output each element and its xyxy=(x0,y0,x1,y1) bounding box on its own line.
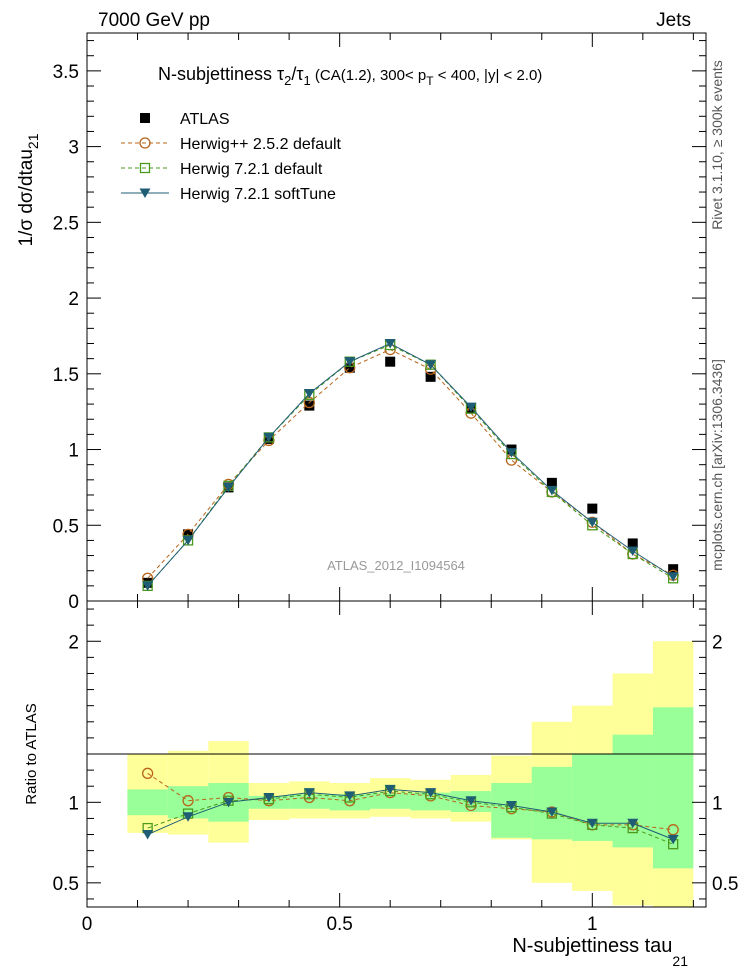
ratio-ytick-label: 2 xyxy=(68,632,79,653)
ratio-point-herwigpp xyxy=(141,767,154,779)
header-right: Jets xyxy=(656,10,691,31)
main-point-atlas xyxy=(344,362,355,373)
ratio-point-softtune xyxy=(182,812,194,822)
legend-label-herwig721: Herwig 7.2.1 default xyxy=(180,161,323,178)
ratio-xtick-label: 0.5 xyxy=(326,914,352,935)
ratio-point-softtune xyxy=(505,801,517,811)
main-ytick-label: 0 xyxy=(68,592,79,613)
ratio-point-herwigpp xyxy=(182,795,194,807)
ratio-point-softtune xyxy=(142,830,154,840)
header-left: 7000 GeV pp xyxy=(98,10,210,31)
main-ytick-label: 3 xyxy=(68,138,79,159)
main-point-softtune xyxy=(303,388,315,399)
legend-marker-softtune xyxy=(139,188,151,198)
legend: ATLAS Herwig++ 2.5.2 default Herwig 7.2.1 … xyxy=(121,111,342,203)
main-point-softtune xyxy=(142,581,154,591)
main-ytick-label: 1 xyxy=(68,441,79,462)
ratio-ytick-label: 0.5 xyxy=(53,874,79,895)
ratio-point-softtune xyxy=(465,796,477,806)
ratio-series-group xyxy=(141,767,679,850)
rivet-label: Rivet 3.1.10, ≥ 300k events xyxy=(709,60,725,230)
ratio-line-softtune xyxy=(147,788,674,840)
ratio-point-softtune xyxy=(344,791,356,801)
ratio-point-softtune xyxy=(222,797,234,808)
ratio-xtick-label: 1 xyxy=(587,914,598,935)
main-ylabel: 1/σ dσ/dtau21 xyxy=(16,133,41,246)
ratio-point-softtune xyxy=(384,784,396,795)
main-point-softtune xyxy=(425,360,437,370)
ratio-line-herwig721 xyxy=(147,790,674,845)
ratio-ticks: 0.5 0.51 12 20 0.5 1 xyxy=(53,608,738,935)
ratio-point-softtune xyxy=(627,818,639,829)
main-line-softtune xyxy=(147,342,674,587)
main-point-softtune xyxy=(182,535,194,546)
ratio-xlabel: N-subjettiness tau21 xyxy=(512,935,688,969)
ratio-band-inner xyxy=(369,792,411,809)
main-point-atlas xyxy=(668,564,679,575)
main-ytick-label: 2 xyxy=(68,289,79,310)
legend-label-atlas: ATLAS xyxy=(180,111,230,128)
main-point-atlas xyxy=(546,477,557,488)
main-point-softtune xyxy=(667,572,679,582)
legend-marker-herwig721 xyxy=(139,162,151,174)
main-ticks: 0 0.5 1 1.5 2 2.5 3 3.5 xyxy=(53,33,706,907)
ratio-ytick-label: 1 xyxy=(68,793,79,814)
main-point-softtune xyxy=(344,357,356,367)
main-point-softtune xyxy=(263,432,275,443)
main-line-herwigpp xyxy=(147,349,674,579)
main-point-softtune xyxy=(505,448,517,458)
main-title: N-subjettiness τ2/τ1 (CA(1.2), 300< pT <… xyxy=(158,64,542,88)
main-point-atlas xyxy=(304,400,315,411)
mcplots-label: mcplots.cern.ch [arXiv:1306.3436] xyxy=(709,359,725,571)
ratio-band-inner xyxy=(127,789,168,816)
main-point-atlas xyxy=(587,503,598,514)
main-point-softtune xyxy=(627,546,639,557)
main-point-atlas xyxy=(385,356,396,367)
ratio-xtick-label: 0 xyxy=(82,914,93,935)
ratio-ytick-label-right: 0.5 xyxy=(712,874,738,895)
ratio-ytick-label-right: 2 xyxy=(712,632,723,653)
legend-marker-atlas xyxy=(140,113,150,123)
ratio-point-softtune xyxy=(425,788,437,798)
main-series-group xyxy=(141,339,679,592)
ratio-band-inner xyxy=(531,766,573,840)
ratio-point-softtune xyxy=(667,834,679,845)
ratio-line-herwigpp xyxy=(147,772,674,831)
main-ytick-label: 0.5 xyxy=(53,516,79,537)
main-ytick-label: 2.5 xyxy=(53,213,79,234)
main-ytick-label: 3.5 xyxy=(53,62,79,83)
ratio-point-softtune xyxy=(546,807,558,817)
main-point-softtune xyxy=(546,485,558,496)
legend-label-herwigpp: Herwig++ 2.5.2 default xyxy=(180,136,342,153)
ratio-point-softtune xyxy=(586,818,598,829)
main-line-herwig721 xyxy=(147,344,674,587)
ratio-point-softtune xyxy=(303,788,315,798)
analysis-watermark: ATLAS_2012_I1094564 xyxy=(327,558,465,573)
main-point-atlas xyxy=(627,538,638,549)
main-point-softtune xyxy=(465,402,477,413)
ratio-point-softtune xyxy=(263,792,275,803)
legend-marker-herwigpp xyxy=(139,137,151,149)
ratio-point-herwigpp xyxy=(667,824,679,836)
main-point-softtune xyxy=(586,517,598,528)
main-point-softtune xyxy=(222,482,234,493)
ratio-ylabel: Ratio to ATLAS xyxy=(23,703,40,804)
ratio-band-inner xyxy=(289,794,330,809)
ratio-ytick-label-right: 1 xyxy=(712,793,723,814)
legend-label-softtune: Herwig 7.2.1 softTune xyxy=(180,186,336,203)
main-point-atlas xyxy=(425,371,436,382)
main-ytick-label: 1.5 xyxy=(53,365,79,386)
main-point-softtune xyxy=(384,339,396,349)
